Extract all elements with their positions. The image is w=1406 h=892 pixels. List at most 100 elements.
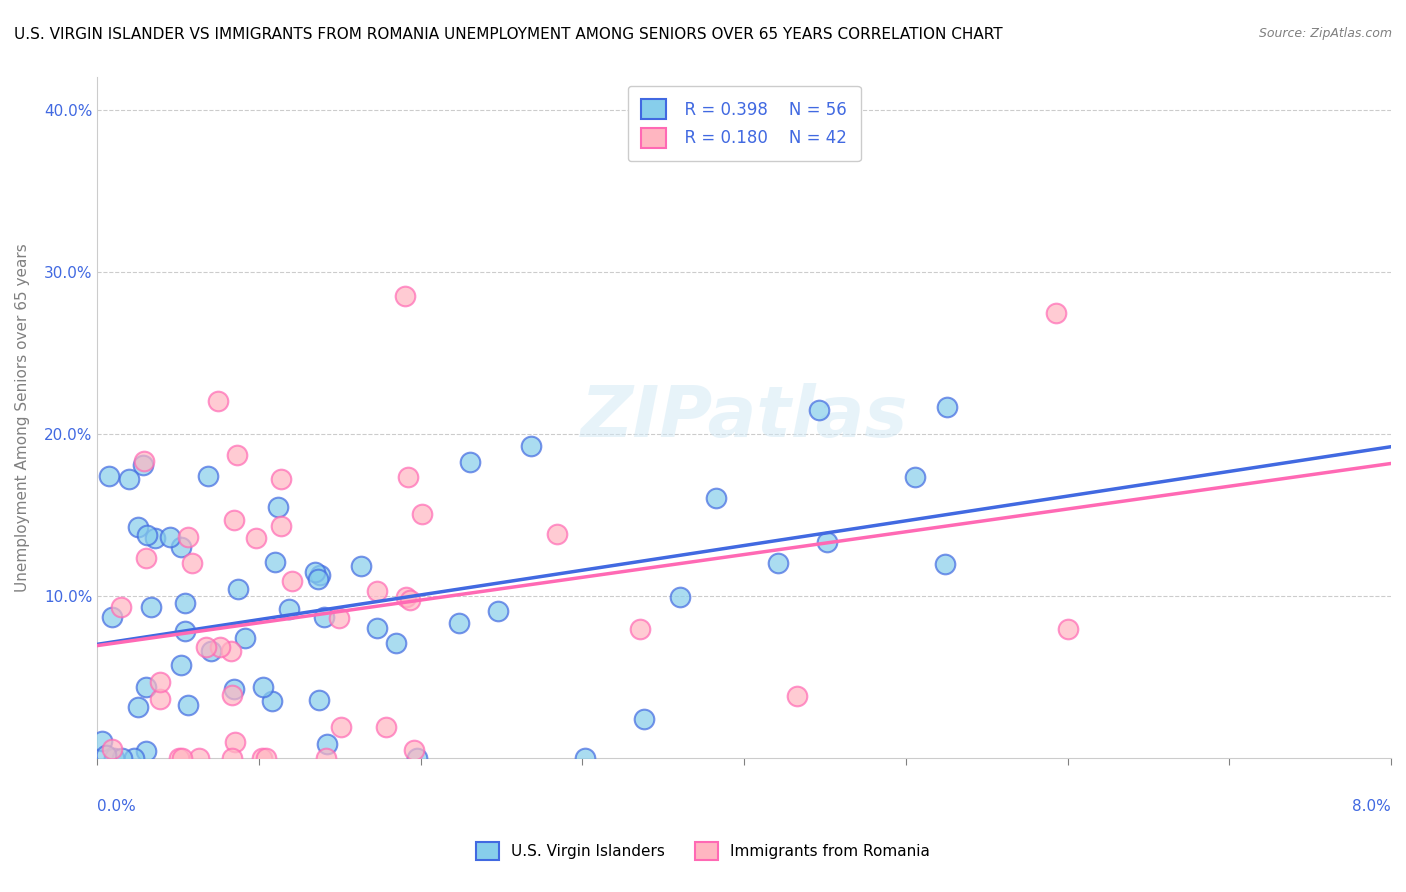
Point	[118, 471, 141, 485]
Point	[280, 574, 302, 588]
Point	[402, 743, 425, 757]
Point	[264, 555, 287, 569]
Point	[233, 631, 256, 645]
Point	[252, 681, 274, 695]
Point	[174, 596, 197, 610]
Point	[221, 751, 243, 765]
Point	[519, 439, 541, 453]
Point	[224, 681, 246, 696]
Point	[200, 643, 222, 657]
Point	[366, 584, 388, 599]
Point	[170, 540, 193, 554]
Point	[628, 623, 651, 637]
Point	[270, 472, 292, 486]
Point	[315, 751, 337, 765]
Point	[766, 556, 789, 570]
Point	[177, 698, 200, 712]
Text: Source: ZipAtlas.com: Source: ZipAtlas.com	[1258, 27, 1392, 40]
Text: ZIPatlas: ZIPatlas	[581, 384, 908, 452]
Point	[219, 644, 242, 658]
Point	[807, 402, 830, 417]
Point	[222, 513, 245, 527]
Point	[574, 751, 596, 765]
Point	[135, 550, 157, 565]
Point	[197, 469, 219, 483]
Point	[314, 610, 336, 624]
Point	[111, 751, 134, 765]
Text: 8.0%: 8.0%	[1353, 799, 1391, 814]
Point	[936, 401, 959, 415]
Point	[159, 530, 181, 544]
Point	[396, 469, 419, 483]
Point	[546, 526, 568, 541]
Point	[267, 500, 290, 514]
Point	[149, 692, 172, 706]
Point	[100, 610, 122, 624]
Text: U.S. VIRGIN ISLANDER VS IMMIGRANTS FROM ROMANIA UNEMPLOYMENT AMONG SENIORS OVER : U.S. VIRGIN ISLANDER VS IMMIGRANTS FROM …	[14, 27, 1002, 42]
Point	[141, 599, 163, 614]
Point	[135, 681, 157, 695]
Point	[668, 590, 690, 604]
Point	[195, 640, 218, 654]
Point	[226, 448, 249, 462]
Point	[328, 611, 350, 625]
Point	[103, 751, 125, 765]
Point	[270, 519, 292, 533]
Point	[131, 458, 153, 473]
Point	[704, 491, 727, 506]
Point	[350, 558, 373, 573]
Point	[411, 508, 433, 522]
Point	[786, 689, 808, 703]
Point	[135, 743, 157, 757]
Point	[330, 720, 353, 734]
Y-axis label: Unemployment Among Seniors over 65 years: Unemployment Among Seniors over 65 years	[15, 244, 30, 592]
Point	[309, 568, 332, 582]
Point	[486, 604, 509, 618]
Point	[399, 592, 422, 607]
Point	[252, 751, 274, 765]
Point	[308, 692, 330, 706]
Legend:   R = 0.398    N = 56,   R = 0.180    N = 42: R = 0.398 N = 56, R = 0.180 N = 42	[627, 86, 860, 161]
Point	[1056, 622, 1078, 636]
Point	[226, 582, 249, 596]
Point	[122, 751, 145, 765]
Point	[262, 693, 284, 707]
Point	[127, 700, 149, 714]
Point	[209, 640, 232, 655]
Point	[1045, 306, 1067, 320]
Point	[132, 454, 155, 468]
Point	[101, 742, 124, 756]
Point	[460, 455, 482, 469]
Legend: U.S. Virgin Islanders, Immigrants from Romania: U.S. Virgin Islanders, Immigrants from R…	[470, 836, 936, 866]
Point	[97, 468, 120, 483]
Point	[394, 289, 416, 303]
Point	[405, 751, 427, 765]
Point	[278, 601, 301, 615]
Point	[127, 519, 149, 533]
Point	[221, 688, 243, 702]
Point	[143, 531, 166, 545]
Point	[91, 733, 114, 747]
Point	[180, 556, 202, 570]
Point	[385, 636, 408, 650]
Point	[224, 735, 246, 749]
Point	[366, 621, 388, 635]
Point	[254, 751, 277, 765]
Point	[167, 751, 190, 765]
Point	[170, 658, 193, 673]
Point	[245, 532, 267, 546]
Point	[207, 394, 229, 409]
Point	[904, 469, 927, 483]
Text: 0.0%: 0.0%	[97, 799, 136, 814]
Point	[375, 720, 398, 734]
Point	[315, 737, 337, 751]
Point	[449, 615, 471, 630]
Point	[149, 674, 172, 689]
Point	[633, 712, 655, 726]
Point	[307, 572, 329, 586]
Point	[934, 558, 956, 572]
Point	[177, 530, 200, 544]
Point	[304, 565, 326, 579]
Point	[170, 751, 193, 765]
Point	[817, 534, 839, 549]
